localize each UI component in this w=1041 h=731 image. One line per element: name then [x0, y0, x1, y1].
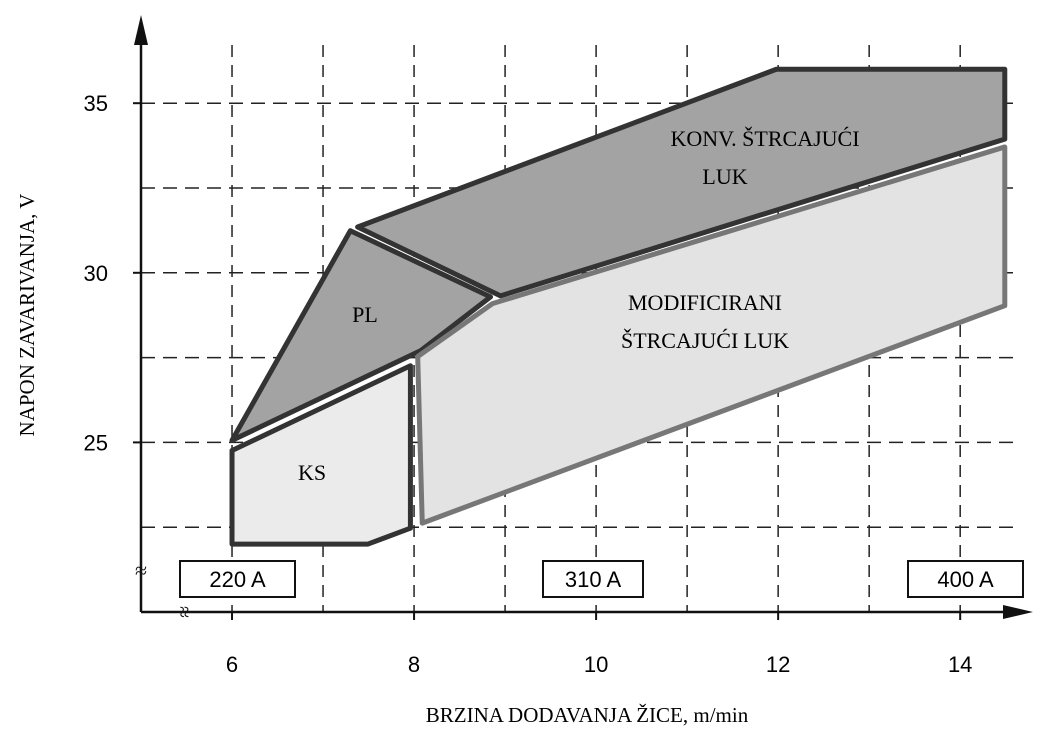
region-label: KS: [298, 460, 326, 485]
y-tick-label: 25: [84, 430, 108, 455]
current-label: 220 A: [209, 567, 266, 592]
x-tick-label: 6: [226, 652, 238, 677]
region: [355, 66, 1008, 299]
region-label: LUK: [702, 164, 747, 189]
y-tick-label: 30: [84, 261, 108, 286]
y-arrow: [134, 15, 148, 45]
region-label: KONV. ŠTRCAJUĆI: [670, 126, 859, 151]
region: [229, 228, 494, 443]
region: [415, 144, 1008, 526]
region-label: MODIFICIRANI: [628, 290, 782, 315]
x-axis-label: BRZINA DODAVANJA ŽICE, m/min: [426, 703, 749, 727]
x-arrow: [1003, 605, 1033, 619]
region: [229, 363, 413, 547]
x-tick-label: 10: [584, 652, 608, 677]
x-tick-label: 12: [766, 652, 790, 677]
axis-break: ≈: [172, 606, 197, 618]
current-box: [542, 560, 644, 598]
y-tick-label: 35: [84, 91, 108, 116]
current-box: [907, 560, 1024, 598]
current-box: [179, 560, 296, 598]
axis-break: ≈: [135, 558, 147, 583]
region-label: PL: [352, 302, 378, 327]
current-label: 400 A: [937, 567, 994, 592]
region-label: ŠTRCAJUĆI LUK: [621, 328, 789, 353]
x-tick-label: 14: [948, 652, 972, 677]
y-axis-label: NAPON ZAVARIVANJA, V: [15, 194, 39, 437]
x-tick-label: 8: [408, 652, 420, 677]
current-label: 310 A: [565, 567, 622, 592]
